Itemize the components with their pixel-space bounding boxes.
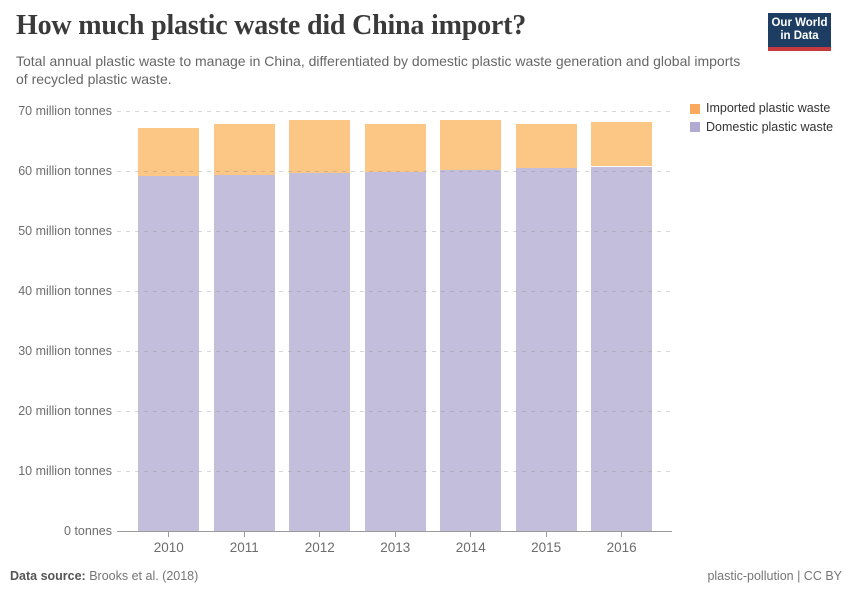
owid-logo-line1: Our World <box>771 17 828 29</box>
y-tick-label-30: 30 million tonnes <box>18 344 112 358</box>
x-tick-label-2012: 2012 <box>304 540 335 555</box>
gridline-10 <box>117 470 672 472</box>
x-tick-2010 <box>168 531 170 537</box>
owid-logo-accent-bar <box>768 47 831 51</box>
data-source-value: Brooks et al. (2018) <box>89 569 199 583</box>
bar-segment-domestic-2011[interactable] <box>213 174 275 531</box>
x-tick-label-2014: 2014 <box>455 540 486 555</box>
bar-segment-domestic-2016[interactable] <box>591 166 653 531</box>
legend-swatch-domestic <box>690 122 700 132</box>
bar-segment-imported-2012[interactable] <box>289 120 351 174</box>
x-tick-2012 <box>319 531 321 537</box>
owid-logo[interactable]: Our World in Data <box>768 13 831 51</box>
x-tick-label-2010: 2010 <box>153 540 184 555</box>
bar-segment-imported-2015[interactable] <box>515 124 577 169</box>
x-tick-label-2016: 2016 <box>606 540 637 555</box>
bar-segment-imported-2011[interactable] <box>213 124 275 175</box>
legend-item-domestic[interactable]: Domestic plastic waste <box>690 119 834 134</box>
chart-subtitle: Total annual plastic waste to manage in … <box>16 53 741 87</box>
gridline-50 <box>117 230 672 232</box>
bar-segment-imported-2014[interactable] <box>440 120 502 170</box>
bar-segment-domestic-2015[interactable] <box>515 168 577 531</box>
legend-label: Domestic plastic waste <box>706 119 834 134</box>
page-title: How much plastic waste did China import? <box>16 10 527 41</box>
bar-segment-domestic-2012[interactable] <box>289 173 351 531</box>
owid-logo-line2: in Data <box>780 30 819 42</box>
license-note: plastic-pollution | CC BY <box>707 569 842 583</box>
x-tick-2015 <box>545 531 547 537</box>
legend-swatch-imported <box>690 103 700 114</box>
gridline-30 <box>117 350 672 352</box>
y-tick-label-10: 10 million tonnes <box>18 464 112 478</box>
legend-item-imported[interactable]: Imported plastic waste <box>690 102 830 115</box>
y-tick-label-60: 60 million tonnes <box>18 164 112 178</box>
gridline-60 <box>117 170 672 172</box>
y-tick-label-70: 70 million tonnes <box>18 104 112 118</box>
x-axis-line <box>117 530 672 532</box>
bar-segment-domestic-2010[interactable] <box>138 176 200 531</box>
data-source-note: Data source: Brooks et al. (2018) <box>10 569 198 583</box>
x-tick-label-2013: 2013 <box>380 540 411 555</box>
bar-segment-imported-2013[interactable] <box>364 124 426 172</box>
legend-label: Imported plastic waste <box>706 101 831 115</box>
gridline-20 <box>117 410 672 412</box>
bar-segment-domestic-2014[interactable] <box>440 169 502 531</box>
gridline-40 <box>117 290 672 292</box>
x-tick-label-2015: 2015 <box>531 540 562 555</box>
y-tick-label-20: 20 million tonnes <box>18 404 112 418</box>
x-tick-label-2011: 2011 <box>229 540 259 555</box>
owid-logo-text: Our World in Data <box>768 13 831 47</box>
gridline-70 <box>117 110 672 112</box>
y-tick-label-50: 50 million tonnes <box>18 224 112 238</box>
bar-segment-imported-2010[interactable] <box>138 128 200 177</box>
y-tick-label-40: 40 million tonnes <box>18 284 112 298</box>
x-tick-2011 <box>243 531 245 537</box>
bar-segment-domestic-2013[interactable] <box>364 171 426 531</box>
x-tick-2013 <box>394 531 396 537</box>
x-tick-2014 <box>470 531 472 537</box>
x-tick-2016 <box>621 531 623 537</box>
bar-segment-imported-2016[interactable] <box>591 122 653 167</box>
data-source-label: Data source: <box>10 569 86 583</box>
y-tick-label-0: 0 tonnes <box>64 524 112 538</box>
